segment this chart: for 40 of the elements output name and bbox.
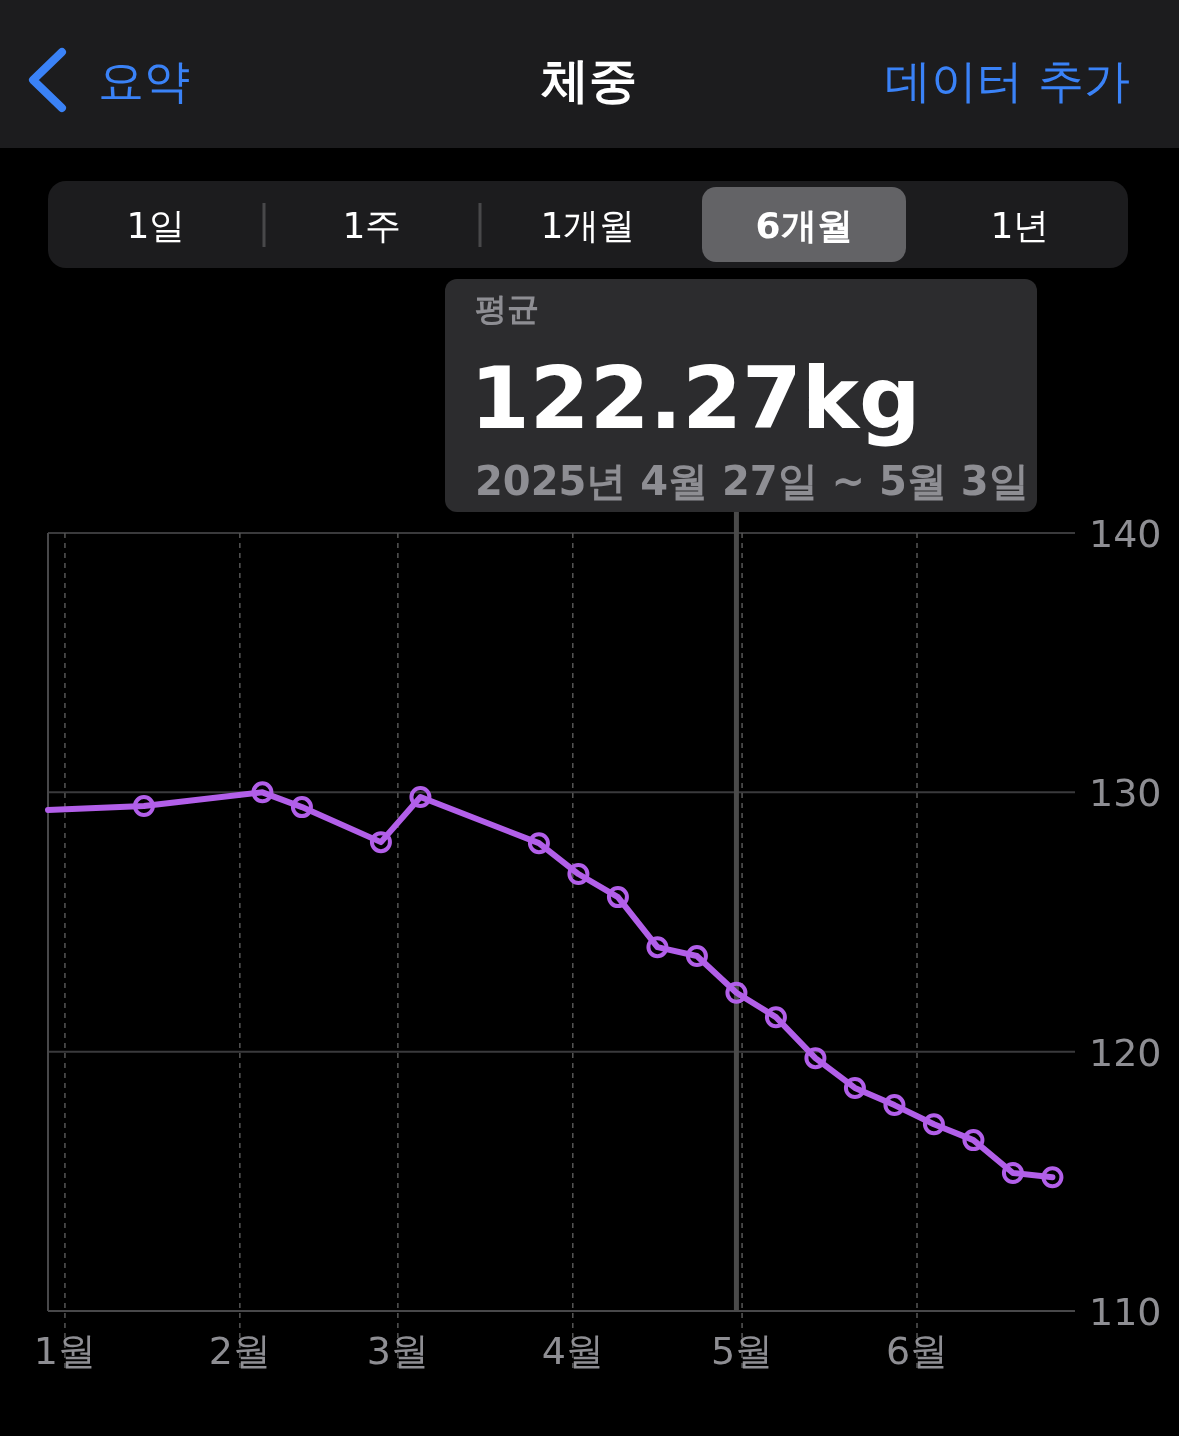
point bbox=[1001, 1162, 1024, 1185]
x-tick-label: 5월 bbox=[710, 1329, 774, 1373]
text: 요약 bbox=[98, 54, 190, 108]
x-tick-label: 1월 bbox=[33, 1329, 97, 1373]
text: 평균 bbox=[475, 290, 539, 328]
point bbox=[527, 832, 550, 855]
x-tick-label: 6월 bbox=[885, 1329, 949, 1373]
x-tick-label: 4월 bbox=[541, 1329, 604, 1373]
point bbox=[922, 1113, 945, 1136]
point bbox=[369, 831, 392, 854]
point bbox=[843, 1076, 866, 1099]
point bbox=[764, 1006, 787, 1029]
point bbox=[883, 1094, 906, 1117]
chart-title: 체중 bbox=[541, 52, 637, 108]
x-tick-label: 3월 bbox=[366, 1329, 429, 1373]
point bbox=[725, 981, 748, 1004]
y-tick-label: 120 bbox=[1089, 1030, 1162, 1075]
point bbox=[132, 795, 155, 818]
point bbox=[409, 786, 432, 808]
y-tick-label: 140 bbox=[1089, 512, 1162, 556]
point bbox=[685, 944, 708, 967]
point bbox=[290, 796, 313, 819]
text: 2025년 4월 27일 ~ 5월 3일 bbox=[475, 458, 1029, 504]
text: 1개월 bbox=[540, 205, 636, 246]
text: 122.27kg bbox=[470, 348, 921, 448]
text: 1년 bbox=[990, 205, 1050, 246]
point bbox=[606, 886, 629, 909]
text: 1일 bbox=[126, 205, 186, 246]
point bbox=[804, 1047, 827, 1070]
y-tick-label: 110 bbox=[1089, 1290, 1162, 1334]
text: 데이터 추가 bbox=[885, 54, 1130, 108]
text: 1주 bbox=[342, 205, 402, 246]
point bbox=[646, 936, 669, 959]
text: 6개월 bbox=[755, 205, 853, 246]
point bbox=[1041, 1166, 1064, 1189]
point bbox=[962, 1129, 985, 1152]
y-tick-label: 130 bbox=[1089, 771, 1162, 816]
point bbox=[251, 781, 274, 804]
x-tick-label: 2월 bbox=[208, 1329, 271, 1373]
point bbox=[567, 863, 590, 886]
